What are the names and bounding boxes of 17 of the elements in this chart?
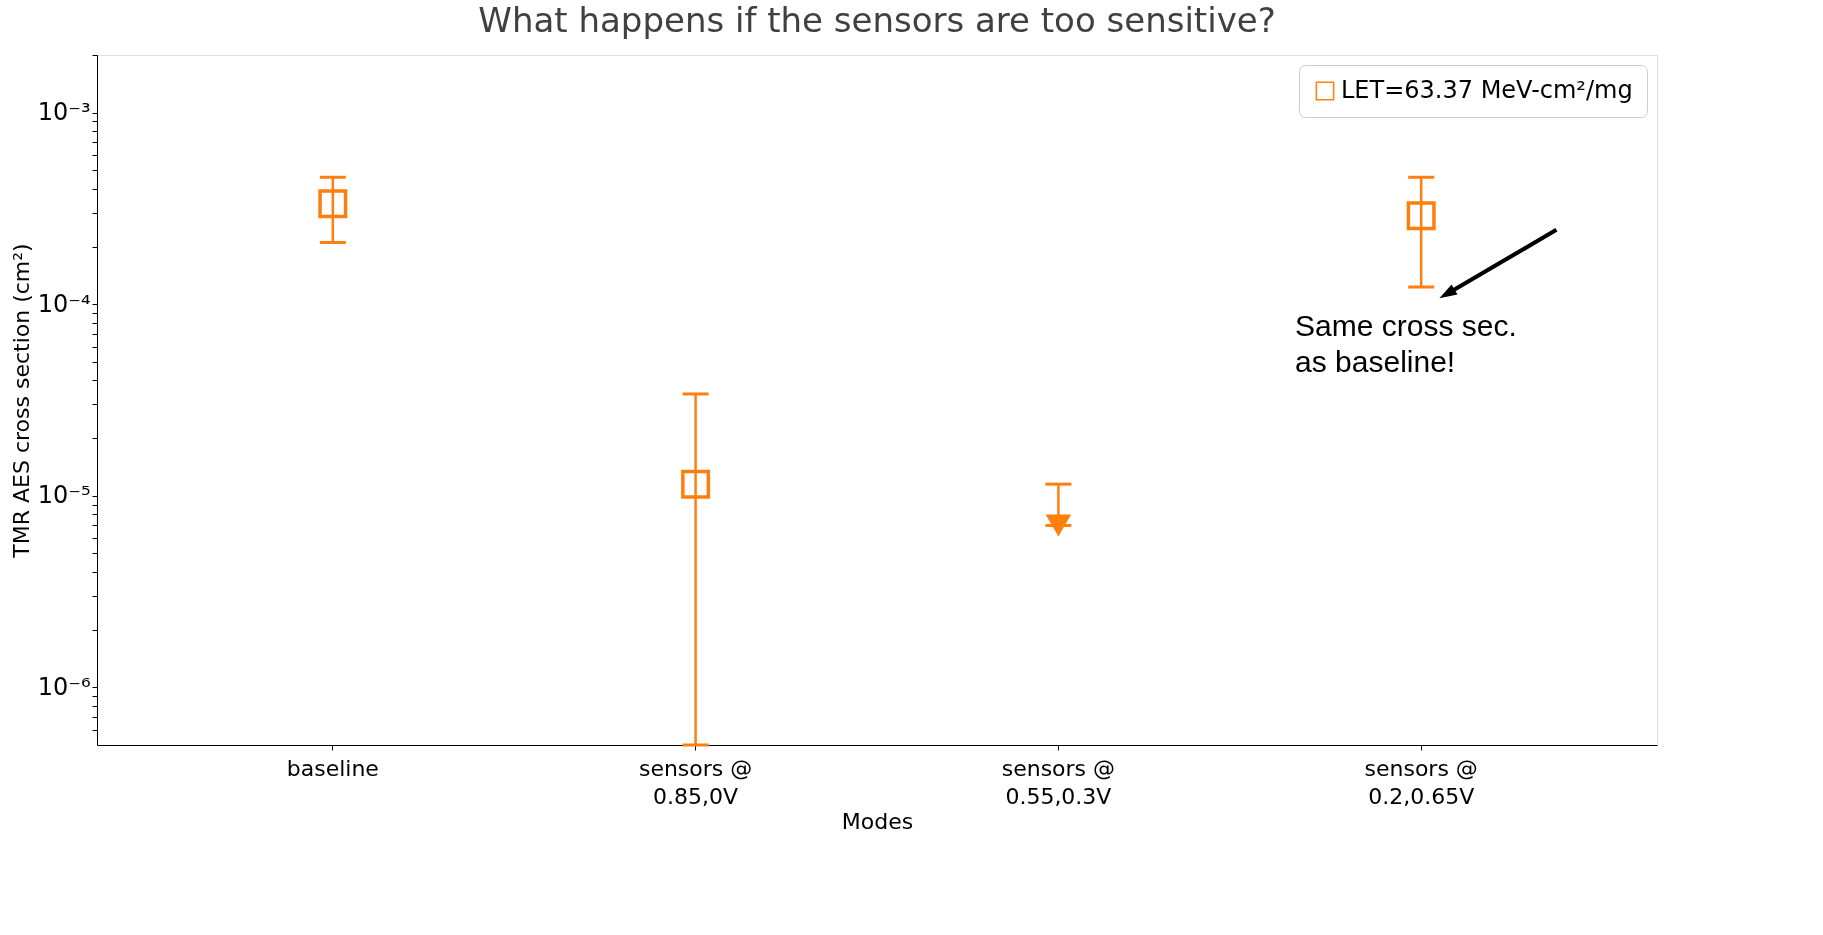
y-tick-label: 10⁻³ <box>37 98 91 127</box>
x-tick-label: sensors @ 0.2,0.65V <box>1364 755 1478 809</box>
x-tick-label: sensors @ 0.85,0V <box>638 755 753 809</box>
y-tick-label: 10⁻⁴ <box>37 289 91 318</box>
y-tick-label: 10⁻⁶ <box>37 672 91 701</box>
point <box>1045 514 1072 537</box>
chart-title: What happens if the sensors are too sensitive? <box>478 0 1276 40</box>
x-tick-label: sensors @ 0.55,0.3V <box>1001 755 1116 809</box>
x-tick-label: baseline <box>286 755 379 781</box>
point <box>318 189 348 219</box>
x-axis-title: Modes <box>841 808 914 834</box>
y-axis-title: TMR AES cross section (cm²) <box>8 243 34 559</box>
legend-label: LET=63.37 MeV-cm²/mg <box>1341 76 1633 104</box>
y-tick-label: 10⁻⁵ <box>37 481 91 510</box>
point <box>681 469 711 499</box>
point <box>1406 201 1436 231</box>
annotation: Same cross sec. as baseline! <box>1295 308 1517 378</box>
